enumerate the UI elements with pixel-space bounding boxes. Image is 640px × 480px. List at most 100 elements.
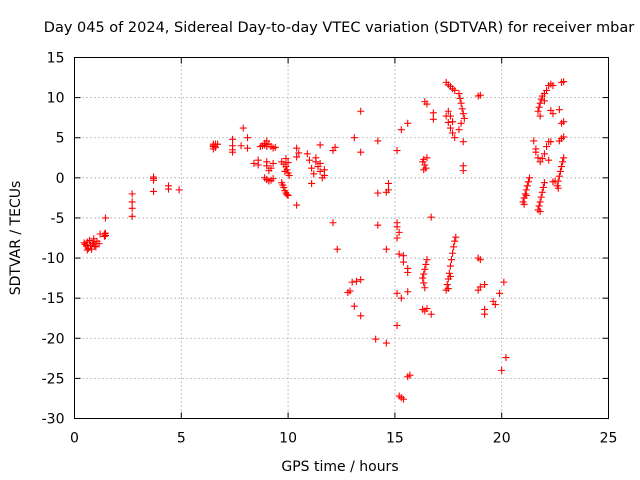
data-point bbox=[404, 268, 412, 276]
data-point bbox=[395, 228, 403, 236]
data-point bbox=[555, 172, 563, 180]
data-point bbox=[295, 149, 303, 157]
data-point bbox=[532, 148, 540, 156]
data-point bbox=[423, 154, 431, 162]
data-point bbox=[498, 366, 506, 374]
data-point bbox=[101, 214, 109, 222]
data-point bbox=[446, 124, 454, 132]
data-point bbox=[536, 112, 544, 120]
data-point bbox=[445, 269, 453, 277]
data-point bbox=[534, 154, 542, 162]
data-point bbox=[476, 256, 484, 264]
data-point bbox=[348, 278, 356, 286]
data-point bbox=[101, 229, 109, 237]
data-point bbox=[559, 158, 567, 166]
data-point bbox=[393, 223, 401, 231]
data-point bbox=[95, 240, 103, 248]
data-point bbox=[560, 78, 568, 86]
data-point bbox=[90, 238, 98, 246]
data-point bbox=[423, 305, 431, 313]
data-point bbox=[448, 256, 456, 264]
data-point bbox=[549, 110, 557, 118]
data-point bbox=[384, 179, 392, 187]
data-point bbox=[269, 159, 277, 167]
data-point bbox=[429, 109, 437, 117]
y-tick-label: -20 bbox=[42, 331, 65, 347]
data-point bbox=[88, 245, 96, 253]
data-point bbox=[524, 178, 532, 186]
data-point bbox=[310, 170, 318, 178]
x-tick-label: 20 bbox=[493, 431, 511, 447]
data-point bbox=[357, 312, 365, 320]
y-tick-label: -30 bbox=[42, 412, 65, 428]
data-point bbox=[316, 159, 324, 167]
data-point bbox=[545, 156, 553, 164]
data-point bbox=[522, 191, 530, 199]
data-point bbox=[421, 284, 429, 292]
data-point bbox=[560, 133, 568, 141]
data-point bbox=[442, 112, 450, 120]
data-point bbox=[237, 142, 245, 150]
data-point bbox=[393, 234, 401, 242]
data-point bbox=[540, 179, 548, 187]
x-tick-labels: 0 5 10 15 20 25 bbox=[70, 431, 617, 447]
data-point bbox=[554, 177, 562, 185]
y-tick-label: 5 bbox=[56, 131, 65, 147]
data-point bbox=[446, 273, 454, 281]
data-point bbox=[399, 258, 407, 266]
data-point bbox=[451, 237, 459, 245]
data-point bbox=[329, 219, 337, 227]
axis-ticks bbox=[74, 57, 609, 419]
data-point bbox=[481, 281, 489, 289]
data-point bbox=[500, 278, 508, 286]
data-point bbox=[229, 148, 237, 156]
data-point bbox=[350, 134, 358, 142]
data-point bbox=[419, 274, 427, 282]
data-point bbox=[404, 119, 412, 127]
data-point bbox=[444, 107, 452, 115]
data-point bbox=[96, 230, 104, 238]
data-point bbox=[456, 94, 464, 102]
data-point bbox=[451, 134, 459, 142]
data-point bbox=[444, 285, 452, 293]
data-point bbox=[85, 236, 93, 244]
data-point bbox=[449, 129, 457, 137]
data-point bbox=[549, 82, 557, 90]
data-point bbox=[357, 148, 365, 156]
data-point bbox=[214, 140, 222, 148]
data-point bbox=[423, 256, 431, 264]
data-point bbox=[459, 110, 467, 118]
data-point bbox=[239, 124, 247, 132]
data-point bbox=[535, 202, 543, 210]
y-axis-label: SDTVAR / TECUs bbox=[8, 181, 24, 296]
data-point bbox=[521, 190, 529, 198]
data-point bbox=[455, 90, 463, 98]
x-tick-label: 25 bbox=[600, 431, 618, 447]
data-point bbox=[92, 243, 100, 251]
data-point bbox=[312, 154, 320, 162]
data-point bbox=[244, 134, 252, 142]
data-point bbox=[429, 115, 437, 123]
data-point bbox=[399, 395, 407, 403]
data-point bbox=[451, 86, 459, 94]
data-point bbox=[449, 118, 457, 126]
data-point bbox=[316, 141, 324, 149]
data-point bbox=[263, 158, 271, 166]
y-tick-label: -5 bbox=[51, 211, 65, 227]
data-point bbox=[150, 176, 158, 184]
y-tick-label: 10 bbox=[47, 91, 65, 107]
data-point bbox=[547, 138, 555, 146]
data-point bbox=[128, 212, 136, 220]
data-point bbox=[543, 86, 551, 94]
data-point bbox=[523, 182, 531, 190]
data-point bbox=[399, 252, 407, 260]
data-point bbox=[404, 288, 412, 296]
data-point bbox=[382, 339, 390, 347]
data-point bbox=[305, 156, 313, 164]
data-point bbox=[450, 243, 458, 251]
data-point bbox=[543, 143, 551, 151]
data-point bbox=[372, 335, 380, 343]
data-point bbox=[406, 371, 414, 379]
data-point bbox=[537, 95, 545, 103]
